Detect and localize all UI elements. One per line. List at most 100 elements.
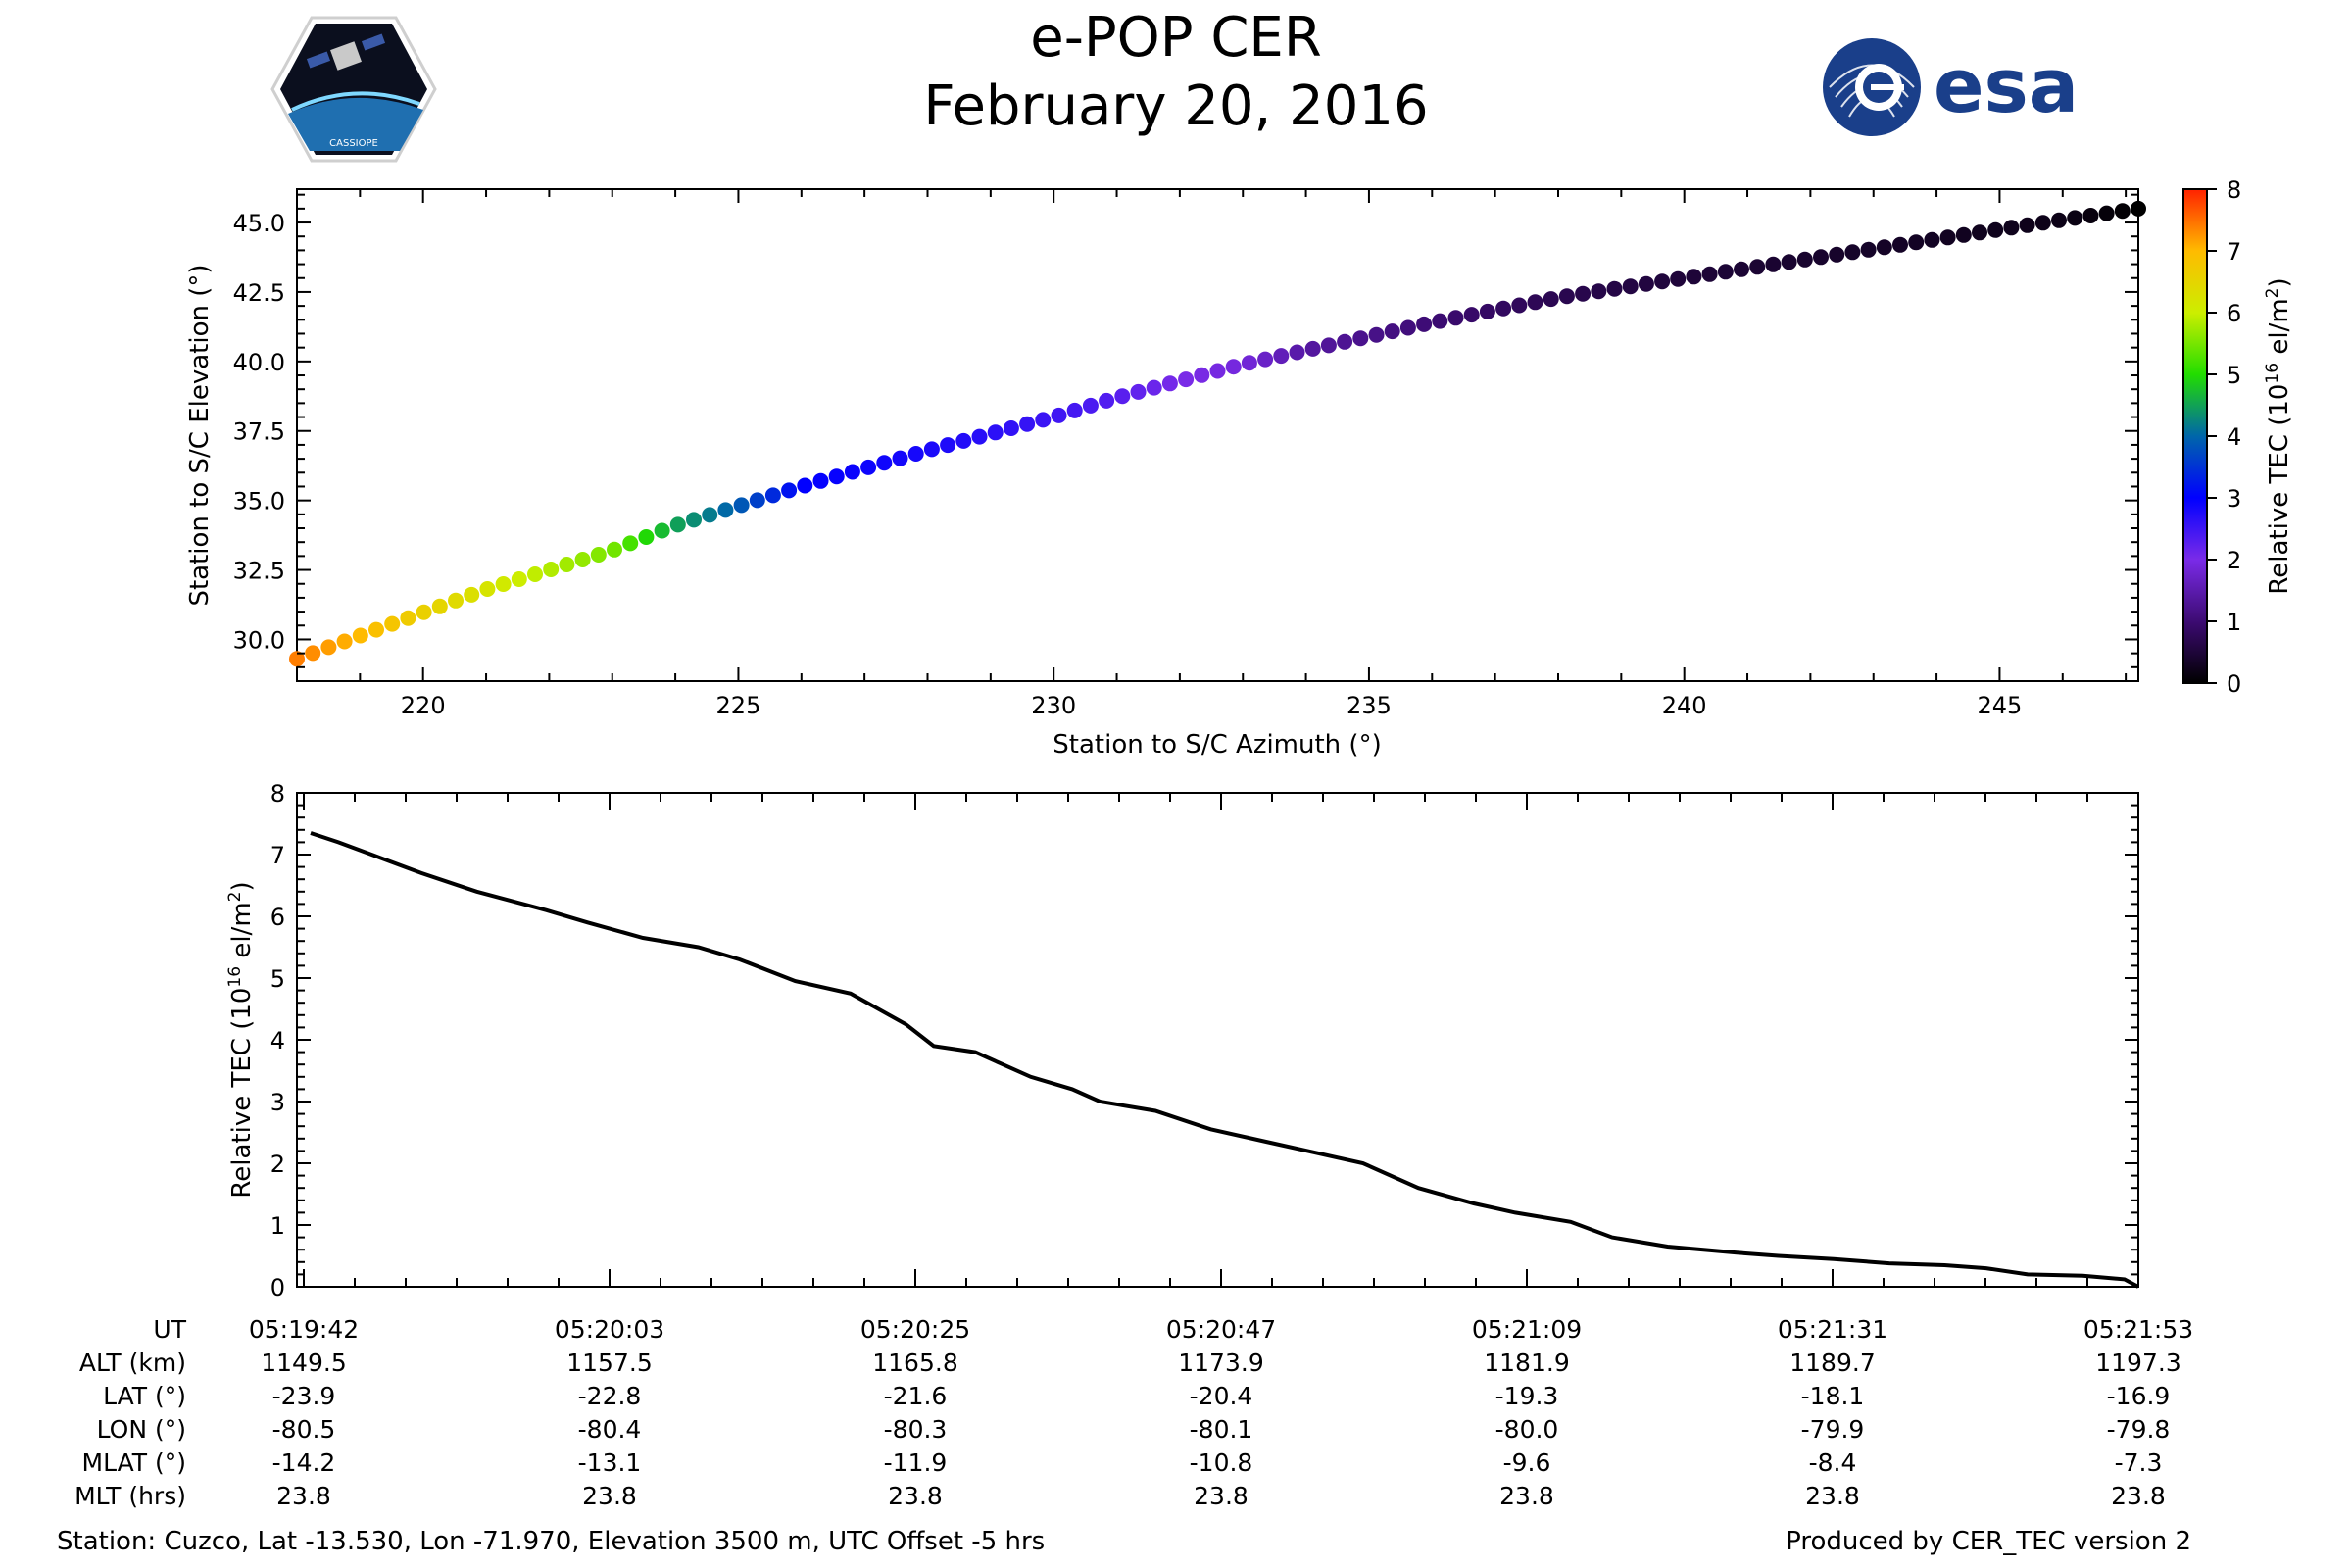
scatter-point (368, 621, 384, 638)
scatter-point (1701, 266, 1718, 282)
scatter-point (1082, 397, 1099, 414)
scatter-point (923, 441, 940, 458)
line-y-axis: 0 1 2 3 4 5 6 7 8 (270, 780, 2138, 1301)
info-cell-lon: -80.0 (1495, 1415, 1559, 1444)
scatter-x-axis-label: Station to S/C Azimuth (°) (1053, 730, 1381, 760)
scatter-point (400, 610, 416, 626)
scatter-point (1892, 236, 1908, 253)
scatter-point (1591, 283, 1607, 300)
colorbar-ticks: 0 1 2 3 4 5 6 7 8 (2207, 176, 2241, 698)
scatter-point (2019, 217, 2035, 233)
info-cell-mlt: 23.8 (1194, 1482, 1249, 1510)
scatter-point (669, 516, 686, 533)
line-plot-frame (296, 792, 2139, 1288)
scatter-point (1511, 297, 1528, 314)
scatter-points (289, 200, 2146, 667)
scatter-point (1987, 221, 2004, 238)
scatter-y-tick-label: 45.0 (233, 210, 285, 237)
scatter-x-tick-label: 235 (1347, 692, 1392, 719)
scatter-point (1273, 348, 1290, 365)
scatter-point (1876, 239, 1892, 256)
scatter-y-tick-label: 40.0 (233, 349, 285, 376)
info-cell-alt: 1173.9 (1178, 1348, 1263, 1377)
scatter-point (289, 651, 305, 667)
scatter-point (1765, 256, 1782, 272)
scatter-point (1638, 275, 1654, 292)
scatter-point (956, 432, 972, 449)
line-y-tick-label: 7 (270, 842, 285, 869)
info-cell-lat: -19.3 (1495, 1382, 1559, 1410)
info-row-label: ALT (km) (79, 1348, 186, 1377)
title-block: e-POP CER February 20, 2016 (0, 0, 2352, 157)
info-cell-alt: 1181.9 (1484, 1348, 1569, 1377)
scatter-point (1908, 234, 1925, 251)
colorbar-label: Relative TEC (1016 el/m2) (2263, 277, 2294, 594)
scatter-point (590, 547, 607, 563)
scatter-point (797, 477, 813, 494)
elevation-azimuth-scatter: 220 225 230 235 240 245 30.0 32.5 35.0 37.5 40.0 4… (185, 188, 2146, 760)
info-cell-lon: -80.1 (1190, 1415, 1253, 1444)
info-cell-alt: 1157.5 (566, 1348, 652, 1377)
scatter-point (1829, 246, 1845, 263)
scatter-point (1130, 383, 1147, 400)
info-cell-lon: -80.4 (578, 1415, 642, 1444)
scatter-point (527, 566, 543, 582)
scatter-point (733, 497, 750, 514)
info-cell-lon: -79.8 (2107, 1415, 2171, 1444)
scatter-point (305, 645, 321, 662)
colorbar-tick-label: 3 (2227, 485, 2241, 513)
scatter-point (1654, 273, 1671, 290)
scatter-point (1399, 319, 1416, 336)
scatter-point (1146, 379, 1162, 396)
info-cell-ut: 05:21:53 (2083, 1315, 2193, 1344)
scatter-point (1527, 294, 1544, 311)
scatter-point (1003, 420, 1019, 436)
scatter-point (1955, 226, 1972, 243)
scatter-point (574, 552, 591, 567)
scatter-point (1558, 288, 1575, 305)
scatter-point (336, 633, 353, 650)
scatter-y-axis: 30.0 32.5 35.0 37.5 40.0 42.5 45.0 (233, 193, 2138, 682)
scatter-y-tick-label: 35.0 (233, 488, 285, 515)
scatter-point (2114, 203, 2131, 220)
scatter-point (1384, 323, 1400, 340)
info-cell-mlat: -13.1 (578, 1448, 642, 1477)
info-cell-mlt: 23.8 (888, 1482, 943, 1510)
scatter-point (1844, 244, 1861, 261)
info-cell-alt: 1165.8 (872, 1348, 957, 1377)
info-cell-mlt: 23.8 (1499, 1482, 1554, 1510)
colorbar-tick-label: 8 (2227, 176, 2241, 204)
tec-colorbar: 0 1 2 3 4 5 6 7 8 Relative TEC (1016 el/m2) (2182, 176, 2294, 698)
info-cell-mlt: 23.8 (582, 1482, 637, 1510)
info-row-label: UT (153, 1315, 186, 1344)
scatter-point (1447, 310, 1464, 326)
line-y-tick-label: 0 (270, 1274, 285, 1301)
scatter-point (1019, 416, 1036, 432)
scatter-point (2034, 215, 2051, 231)
info-cell-lon: -80.5 (272, 1415, 336, 1444)
chart-title: e-POP CER (1030, 6, 1322, 70)
scatter-point (1924, 231, 1940, 248)
scatter-point (781, 482, 798, 499)
scatter-point (1781, 254, 1797, 270)
info-cell-lat: -21.6 (884, 1382, 948, 1410)
footer-producer-info: Produced by CER_TEC version 2 (1786, 1527, 2191, 1556)
scatter-point (2003, 220, 2020, 236)
line-y-axis-label: Relative TEC (1016 el/m2) (225, 881, 257, 1198)
scatter-point (1575, 285, 1592, 302)
scatter-point (1051, 407, 1067, 423)
scatter-point (764, 487, 781, 504)
scatter-point (1939, 229, 1956, 246)
scatter-y-tick-label: 37.5 (233, 418, 285, 446)
scatter-point (940, 437, 956, 454)
info-cell-alt: 1189.7 (1789, 1348, 1875, 1377)
colorbar-tick-label: 1 (2227, 609, 2241, 636)
colorbar-tick-label: 2 (2227, 547, 2241, 574)
info-cell-mlt: 23.8 (276, 1482, 331, 1510)
info-cell-ut: 05:21:09 (1472, 1315, 1582, 1344)
esa-logo: esa (1823, 38, 2079, 136)
scatter-point (686, 512, 702, 528)
info-cell-ut: 05:20:47 (1166, 1315, 1276, 1344)
line-y-tick-label: 5 (270, 965, 285, 993)
